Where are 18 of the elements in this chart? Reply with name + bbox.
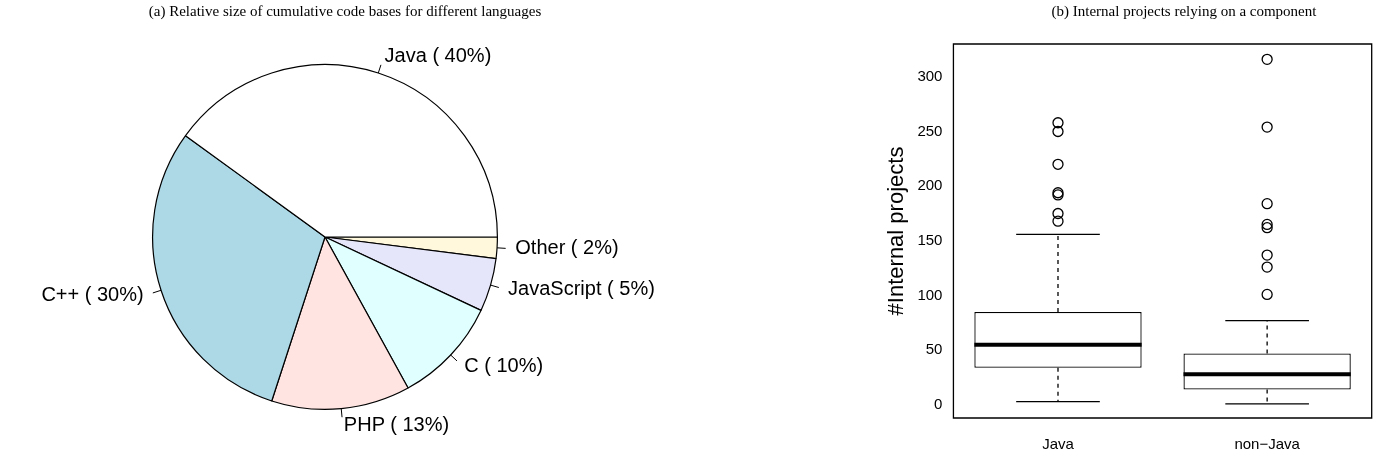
slice-label: C++ ( 30%)	[41, 283, 144, 306]
y-tick-label: 150	[917, 230, 943, 248]
x-tick-label: non−Java	[1234, 435, 1301, 453]
slice-label: Java ( 40%)	[384, 44, 492, 67]
x-tick-label: Java	[1042, 435, 1075, 453]
chart-title: (a) Relative size of cumulative code bases for different languages	[147, 2, 543, 21]
y-tick-label: 100	[917, 285, 943, 303]
y-tick-label: 250	[917, 121, 943, 139]
y-tick-label: 0	[934, 395, 943, 413]
slice-label: PHP ( 13%)	[343, 413, 450, 436]
y-tick-label: 50	[925, 340, 943, 358]
y-tick-label: 300	[917, 66, 943, 84]
y-axis-title: #Internal projects	[883, 146, 909, 316]
slice-label: C ( 10%)	[464, 354, 544, 377]
y-tick-label: 200	[917, 176, 943, 194]
slice-label: Other ( 2%)	[515, 236, 619, 259]
chart-title: (b) Internal projects relying on a component	[1050, 2, 1318, 21]
slice-label: JavaScript ( 5%)	[508, 277, 655, 300]
